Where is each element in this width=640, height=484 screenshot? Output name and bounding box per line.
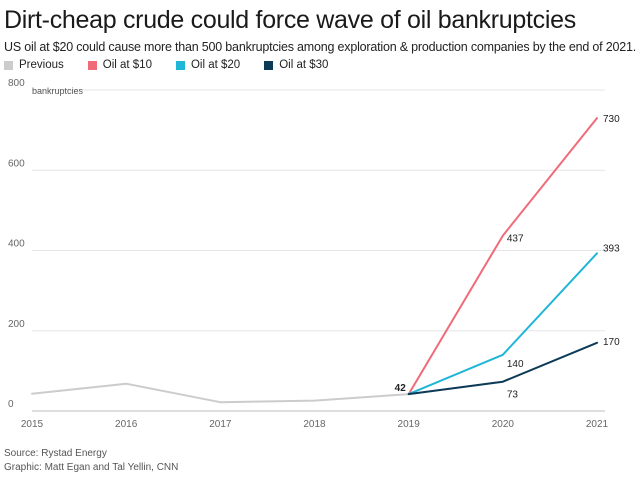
legend-item-oil-10: Oil at $10 [87,59,152,71]
x-tick-label-2018: 2018 [303,419,326,430]
x-tick-label-2020: 2020 [492,419,515,430]
legend-swatch-oil-30 [264,60,274,70]
legend-swatch-oil-10 [87,60,97,70]
data-label-2021-393: 393 [603,243,620,254]
chart-title: Dirt-cheap crude could force wave of oil… [4,6,576,34]
data-label-2020-437: 437 [507,234,524,245]
line-chart: 0 200 400 600 800 bankruptcies 2015 2016 2017 201… [8,78,620,430]
data-label-2019-42: 42 [395,383,407,394]
y-tick-label-400: 400 [8,239,25,250]
y-tick-label-800: 800 [8,78,25,89]
source-note: Source: Rystad Energy [4,448,107,459]
data-label-2021-170: 170 [603,337,620,348]
credit-note: Graphic: Matt Egan and Tal Yellin, CNN [4,462,179,473]
series-line-previous [31,382,410,404]
legend-item-oil-20: Oil at $20 [175,59,241,71]
legend-swatch-oil-20 [175,60,185,70]
legend-label-oil-20: Oil at $20 [190,59,241,71]
legend-label-oil-30: Oil at $30 [279,59,329,71]
series-line-oil-10 [407,117,598,396]
x-tick-label-2019: 2019 [398,419,421,430]
legend-swatch-previous [4,60,13,70]
legend-item-previous: Previous [4,59,64,71]
y-tick-label-600: 600 [8,158,25,169]
legend: Previous Oil at $10 Oil at $20 Oil at $3… [4,59,352,71]
x-tick-label-2015: 2015 [21,419,44,430]
x-tick-label-2016: 2016 [115,419,138,430]
series-line-oil-30 [407,341,598,396]
legend-label-oil-10: Oil at $10 [102,59,152,71]
data-label-2021-730: 730 [603,114,620,125]
y-axis-label: bankruptcies [32,86,84,96]
legend-label-previous: Previous [19,59,64,71]
x-tick-label-2021: 2021 [586,419,609,430]
data-label-2020-140: 140 [507,359,524,370]
series-line-oil-20 [407,252,598,396]
chart-subtitle: US oil at $20 could cause more than 500 … [4,40,636,54]
x-tick-label-2017: 2017 [209,419,232,430]
y-tick-label-0: 0 [8,399,14,410]
data-label-2020-73: 73 [507,390,519,401]
legend-item-oil-30: Oil at $30 [264,59,328,71]
y-tick-label-200: 200 [8,319,25,330]
